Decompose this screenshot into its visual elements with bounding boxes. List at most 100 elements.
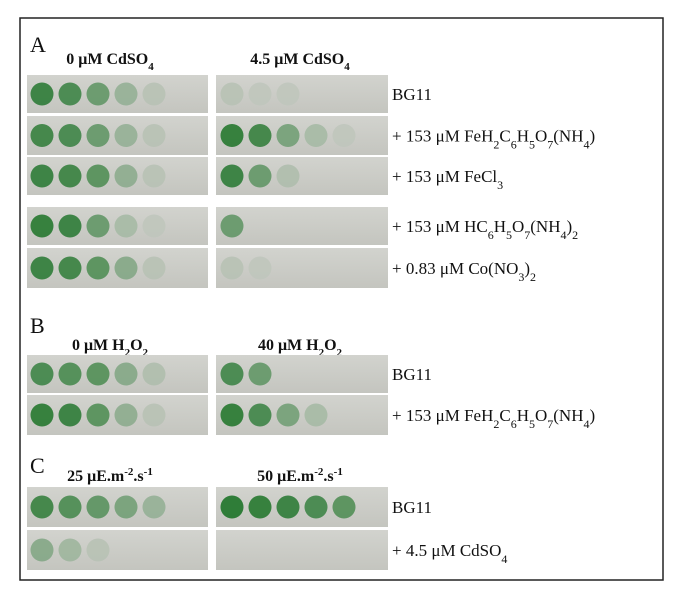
colony-spot: [30, 164, 54, 188]
plate-strip: [216, 75, 388, 113]
label-sub: 6: [488, 228, 494, 242]
colony-spot: [332, 124, 356, 147]
label-sub: 6: [511, 417, 517, 431]
colony-spot: [276, 164, 300, 188]
panel-letter: B: [30, 313, 45, 338]
plate-strip: [216, 207, 388, 245]
plate-strip: [216, 116, 388, 155]
label-text: BG11: [392, 365, 432, 384]
colony-spot: [248, 256, 272, 280]
column-header: 4.5 μM CdSO4: [250, 51, 350, 73]
label-sub: 3: [518, 270, 524, 284]
label-sub: 2: [493, 417, 499, 431]
colony-spot: [114, 214, 138, 238]
label-text: (NH: [553, 127, 583, 146]
colony-spot: [142, 82, 166, 106]
colony-spot: [304, 403, 328, 427]
colony-spot: [114, 164, 138, 188]
colony-spot: [58, 124, 82, 147]
colony-spot: [30, 403, 54, 427]
label-text: O: [130, 337, 142, 354]
colony-spot: [30, 495, 54, 519]
label-sub: 7: [547, 417, 553, 431]
column-header: 0 μM H2O2: [72, 337, 149, 359]
colony-spot: [220, 362, 244, 386]
label-sub: 2: [319, 347, 325, 359]
label-sub: 2: [143, 347, 149, 359]
colony-spot: [142, 214, 166, 238]
label-sub: 2: [337, 347, 343, 359]
label-sub: 3: [497, 178, 503, 192]
row-label: + 153 μM HC6H5O7(NH4)2: [392, 217, 578, 242]
label-text: ): [566, 217, 572, 236]
colony-spot: [30, 538, 54, 562]
label-text: (NH: [530, 217, 560, 236]
label-text: C: [499, 127, 510, 146]
row-label: + 153 μM FeH2C6H5O7(NH4): [392, 406, 595, 431]
colony-spot: [58, 164, 82, 188]
label-text: C: [499, 406, 510, 425]
plate-strip: [216, 248, 388, 288]
colony-spot: [58, 495, 82, 519]
panel-letter: A: [30, 32, 46, 57]
colony-spot: [58, 256, 82, 280]
label-text: + 0.83 μM Co(NO: [392, 259, 518, 278]
label-text: 0 μM H: [72, 337, 125, 354]
label-text: (NH: [553, 406, 583, 425]
colony-spot: [332, 495, 356, 519]
colony-spot: [86, 82, 110, 106]
colony-spot: [58, 538, 82, 562]
colony-spot: [220, 403, 244, 427]
label-text: ): [589, 406, 595, 425]
colony-spot: [142, 495, 166, 519]
label-text: O: [535, 127, 547, 146]
row-label: + 4.5 μM CdSO4: [392, 541, 507, 566]
colony-spot: [276, 495, 300, 519]
colony-spot: [114, 82, 138, 106]
colony-spot: [142, 362, 166, 386]
row-label: BG11: [392, 498, 432, 517]
colony-spot: [30, 214, 54, 238]
colony-spot: [220, 495, 244, 519]
label-sub: 2: [572, 228, 578, 242]
label-sub: 5: [529, 138, 535, 152]
colony-spot: [58, 403, 82, 427]
colony-spot: [30, 82, 54, 106]
colony-spot: [86, 362, 110, 386]
panel-letter: C: [30, 453, 45, 478]
row-label: BG11: [392, 365, 432, 384]
label-text: + 153 μM FeCl: [392, 167, 497, 186]
label-text: BG11: [392, 498, 432, 517]
label-sub: 4: [560, 228, 566, 242]
plate-strip: [216, 355, 388, 393]
colony-spot: [114, 256, 138, 280]
label-sub: 5: [506, 228, 512, 242]
colony-spot: [248, 82, 272, 106]
colony-spot: [114, 124, 138, 147]
label-text: + 4.5 μM CdSO: [392, 541, 501, 560]
label-sub: 4: [344, 61, 350, 73]
label-text: H: [494, 217, 506, 236]
label-sub: 2: [125, 347, 131, 359]
label-sub: 4: [148, 61, 154, 73]
row-label: + 153 μM FeCl3: [392, 167, 503, 192]
colony-spot: [142, 256, 166, 280]
label-sub: 5: [529, 417, 535, 431]
colony-spot: [86, 256, 110, 280]
colony-spot: [248, 164, 272, 188]
colony-spot: [304, 124, 328, 147]
label-sub: 7: [547, 138, 553, 152]
label-sub: 2: [530, 270, 536, 284]
label-sub: 4: [583, 138, 589, 152]
row-label: + 0.83 μM Co(NO3)2: [392, 259, 536, 284]
colony-spot: [276, 124, 300, 147]
colony-spot: [220, 256, 244, 280]
label-sup: -1: [144, 466, 153, 478]
column-header: 25 μE.m-2.s-1: [67, 466, 153, 485]
label-sup: -2: [124, 466, 134, 478]
colony-spot: [114, 495, 138, 519]
label-sub: 6: [511, 138, 517, 152]
colony-spot: [220, 82, 244, 106]
colony-spot: [304, 495, 328, 519]
